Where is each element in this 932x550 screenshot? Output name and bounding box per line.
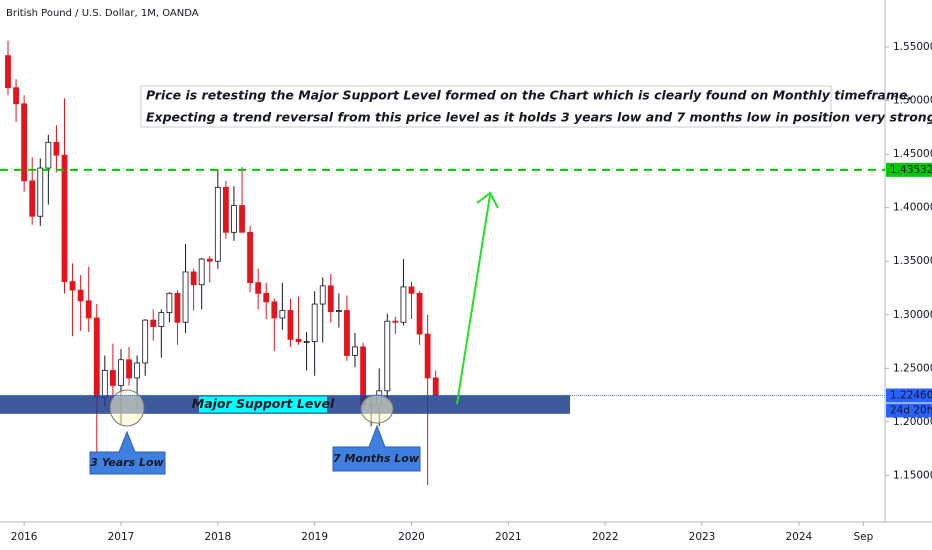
candle-body (206, 258, 213, 262)
candle-body (182, 271, 189, 323)
level-tag (886, 162, 932, 177)
candle-body (255, 282, 262, 294)
countdown-tag (886, 403, 932, 418)
candle-body (29, 180, 36, 217)
candle-body (110, 370, 116, 386)
candle-body (416, 292, 423, 335)
y-tick-label: 1.30000 (893, 309, 932, 321)
support-label-box (199, 396, 327, 413)
candle-body (279, 310, 286, 319)
candle-body (142, 319, 149, 364)
low-marker (109, 389, 145, 427)
candle-body (214, 186, 221, 262)
candle-body (287, 310, 294, 340)
callout-text: 7 Months Low (333, 452, 420, 465)
chart-title: British Pound / U.S. Dollar, 1M, OANDA (6, 8, 199, 19)
countdown-label: 24d 20h (890, 405, 932, 417)
x-tick-label: 2020 (398, 531, 425, 543)
x-tick-label: 2018 (204, 531, 231, 543)
callout-box (332, 424, 421, 472)
candle-body (319, 285, 326, 305)
candle-body (408, 286, 415, 294)
candle-body (13, 87, 19, 105)
candle-body (432, 377, 439, 396)
y-tick-label: 1.40000 (893, 202, 932, 214)
candle-body (198, 258, 205, 286)
candle-body (150, 319, 157, 327)
candle-body (222, 186, 229, 233)
x-tick-label: 2016 (11, 531, 38, 543)
x-tick-label: 2021 (495, 531, 522, 543)
candle-body (158, 312, 165, 327)
level-tag-label: 1.43532 (890, 164, 932, 176)
candle-body (352, 346, 358, 356)
annotation-text: Expecting a trend reversal from this pri… (146, 110, 932, 125)
trend-arrow (456, 191, 499, 405)
candle-body (174, 292, 181, 323)
last-price-tag (886, 388, 932, 403)
x-tick-label: 2019 (301, 531, 328, 543)
x-tick-label: 2017 (108, 531, 135, 543)
candle-body (344, 310, 350, 356)
candle-body (384, 320, 391, 392)
y-tick-label: 1.55000 (893, 41, 932, 53)
arrow-shaft (456, 194, 491, 405)
candle-body (295, 338, 302, 342)
callout-box (89, 430, 166, 475)
candle-body (239, 205, 245, 233)
annotation-box (140, 85, 832, 128)
candle-body (424, 333, 431, 379)
y-tick-label: 1.25000 (893, 362, 932, 374)
x-tick-label: 2024 (785, 531, 812, 543)
axes: 1.15000 1.20000 1.25000 1.30000 1.35000 1.400… (0, 41, 932, 543)
candle-body (335, 310, 342, 312)
low-marker (360, 394, 394, 424)
y-tick-label: 1.20000 (893, 416, 932, 428)
y-tick-label: 1.45000 (893, 148, 932, 160)
support-label: Major Support Level (192, 396, 335, 411)
candle-body (37, 167, 44, 217)
last-price-label: 1.22460 (890, 390, 932, 402)
candle-body (101, 370, 108, 398)
annotation-text: Price is retesting the Major Support Lev… (146, 88, 912, 103)
x-tick-label: 2022 (592, 531, 619, 543)
candle-body (392, 320, 399, 323)
candle-body (134, 362, 141, 379)
candle-body (271, 301, 278, 319)
candle-body (53, 141, 60, 156)
candle-body (311, 303, 318, 342)
candle-body (231, 205, 237, 233)
candle-body (77, 289, 84, 302)
candle-body (5, 55, 11, 89)
candle-body (166, 292, 173, 314)
candle-body (327, 285, 334, 312)
candle-body (303, 341, 310, 343)
candle-body (21, 103, 28, 182)
candle-body (69, 281, 76, 291)
arrow-head (476, 191, 499, 209)
y-tick-label: 1.15000 (893, 469, 932, 481)
candle-body (126, 359, 132, 379)
candle-body (247, 231, 254, 284)
y-tick-label: 1.35000 (893, 255, 932, 267)
candle-body (118, 359, 124, 386)
y-tick-label: 1.50000 (893, 95, 932, 107)
x-tick-label: 2023 (689, 531, 716, 543)
candle-body (190, 271, 197, 286)
callout-text: 3 Years Low (90, 456, 164, 469)
candle-body (263, 292, 270, 303)
candle-body (45, 141, 52, 169)
x-tick-label: Sep (854, 531, 874, 543)
candle-body (85, 300, 92, 319)
candle-body (93, 317, 100, 398)
candle-body (61, 154, 68, 282)
candle-body (400, 286, 407, 323)
